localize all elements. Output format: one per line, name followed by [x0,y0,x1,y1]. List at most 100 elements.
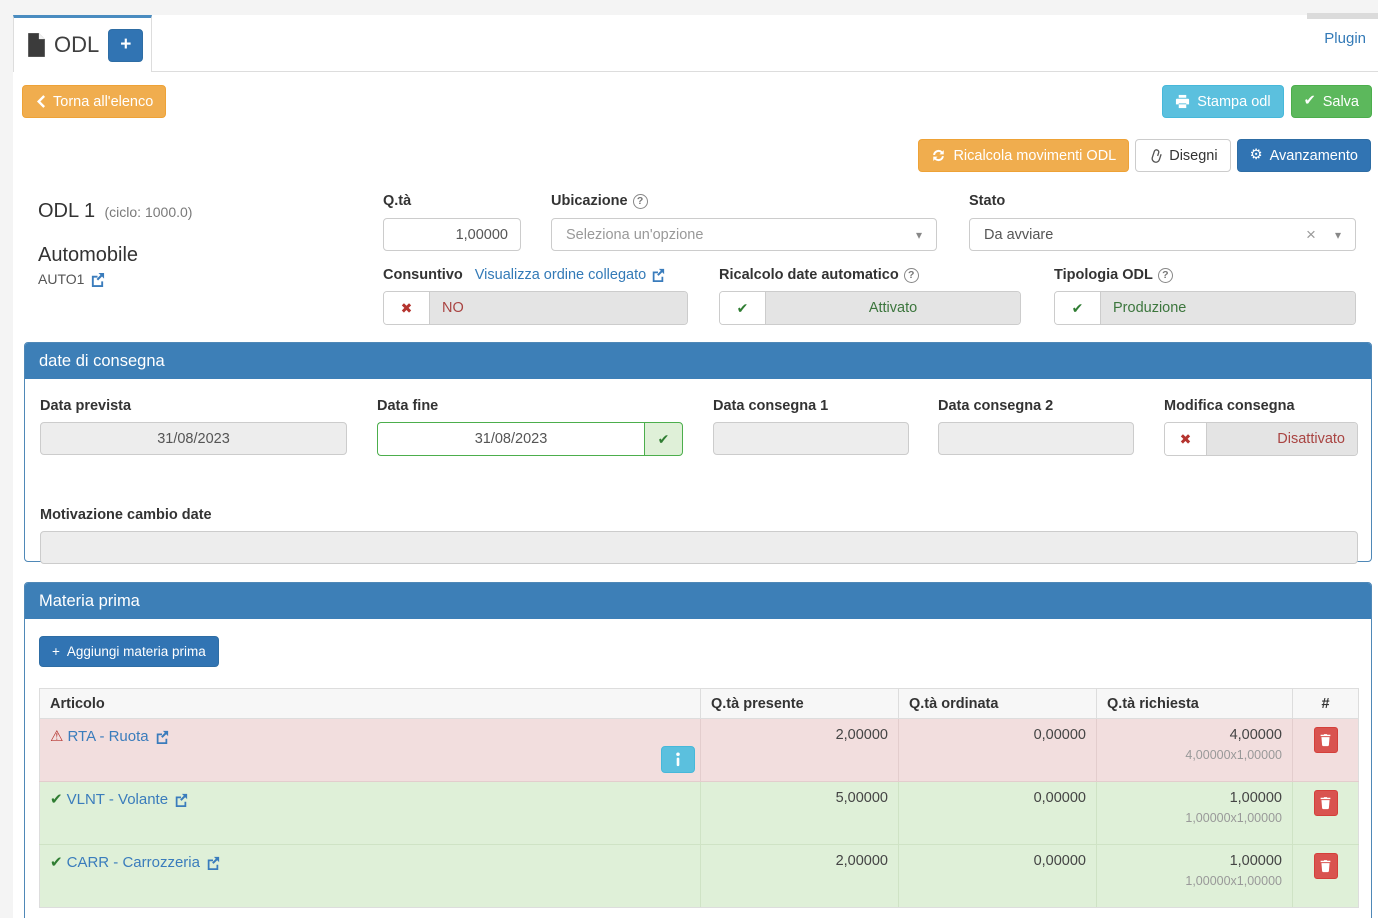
data-consegna1-label: Data consegna 1 [713,398,829,414]
motivazione-label: Motivazione cambio date [40,507,212,523]
material-article-cell: ⚠ RTA - Ruota [39,718,701,782]
data-fine-group: 31/08/2023 ✔ [377,422,683,456]
delivery-dates-panel-title: date di consegna [25,343,1371,379]
materials-column-header: Q.tà richiesta [1096,688,1293,719]
recalc-dates-toggle[interactable]: ✔ Attivato [719,291,1021,325]
check-icon: ✔ [1303,93,1316,110]
material-info-button[interactable] [661,746,695,773]
delivery-dates-panel: date di consegna Data prevista 31/08/202… [24,342,1372,564]
caret-down-icon: ▾ [915,227,922,242]
delete-material-button[interactable] [1313,853,1338,879]
material-qty-required-detail: 1,00000x1,00000 [1185,874,1282,888]
plus-icon: + [120,34,132,55]
odl-type-help-icon[interactable]: ? [1157,267,1173,283]
cross-icon: ✖ [1179,430,1192,447]
odl-type-label: Tipologia ODL ? [1054,267,1173,283]
toolbar-save-group: Stampa odl ✔ Salva [1162,85,1372,118]
material-qty-ordered: 0,00000 [898,718,1097,782]
status-select[interactable]: Da avviare × ▾ [969,218,1356,251]
data-prevista-label: Data prevista [40,398,132,414]
check-icon: ✔ [1071,299,1084,316]
consuntivo-label-row: Consuntivo Visualizza ordine collegato [383,267,665,283]
print-odl-button[interactable]: Stampa odl [1162,85,1284,118]
plus-icon: + [52,643,60,659]
materials-column-header: Q.tà ordinata [898,688,1097,719]
modifica-consegna-value: Disattivato [1207,423,1357,455]
plugin-link[interactable]: Plugin [1324,30,1366,47]
data-fine-input[interactable]: 31/08/2023 [377,422,644,456]
qty-input[interactable]: 1,00000 [383,218,521,251]
check-icon: ✔ [736,299,749,316]
data-consegna1-input[interactable] [713,422,909,455]
data-prevista-input[interactable]: 31/08/2023 [40,422,347,455]
materials-panel: Materia prima + Aggiungi materia prima A… [24,582,1372,918]
recalc-dates-label: Ricalcolo date automatico ? [719,267,919,283]
materials-column-header: Articolo [39,688,701,719]
data-consegna2-input[interactable] [938,422,1134,455]
product-code: AUTO1 [38,271,85,287]
recalc-dates-help-icon[interactable]: ? [903,267,919,283]
progress-button[interactable]: ⚙ Avanzamento [1236,139,1371,172]
paperclip-icon [1148,148,1162,163]
modifica-consegna-toggle[interactable]: ✖ Disattivato [1164,422,1358,456]
order-cycle: (ciclo: 1000.0) [104,204,193,220]
chevron-left-icon [35,94,46,109]
odl-type-toggle[interactable]: ✔ Produzione [1054,291,1356,325]
location-help-icon[interactable]: ? [632,193,648,209]
add-material-button[interactable]: + Aggiungi materia prima [39,636,219,667]
consuntivo-label: Consuntivo [383,267,463,283]
refresh-icon [931,148,946,163]
toolbar-actions-group: Ricalcola movimenti ODL Disegni ⚙ Avanza… [918,139,1371,172]
consuntivo-toggle[interactable]: ✖ NO [383,291,688,325]
material-qty-present: 5,00000 [700,781,899,845]
linked-order-link[interactable]: Visualizza ordine collegato [475,267,665,283]
article-link[interactable]: VLNT - Volante [67,791,188,808]
tab-bar-border [13,71,1378,72]
material-actions-cell [1292,781,1359,845]
tab-odl-label: ODL [54,32,100,57]
product-external-link[interactable] [90,272,105,287]
article-link[interactable]: RTA - Ruota [67,728,168,745]
clear-selection-icon[interactable]: × [1306,224,1316,244]
modifica-consegna-label: Modifica consegna [1164,398,1295,414]
product-code-row: AUTO1 [38,271,192,287]
material-row: ⚠ RTA - Ruota 2,00000 0,00000 4,00000 4,0000… [39,718,1359,782]
horizontal-scrollbar-thumb[interactable] [1307,13,1378,19]
check-icon: ✔ [657,430,670,447]
recalc-dates-value: Attivato [766,292,1020,324]
printer-icon [1175,94,1190,109]
material-article-cell: ✔ VLNT - Volante [39,781,701,845]
save-button[interactable]: ✔ Salva [1290,85,1372,118]
motivazione-input[interactable] [40,531,1358,564]
material-qty-ordered: 0,00000 [898,781,1097,845]
order-headline: ODL 1 (ciclo: 1000.0) Automobile AUTO1 [38,200,192,287]
material-article-cell: ✔ CARR - Carrozzeria [39,844,701,908]
back-to-list-button[interactable]: Torna all'elenco [22,85,167,118]
recalc-movements-button[interactable]: Ricalcola movimenti ODL [918,139,1130,172]
tab-odl[interactable]: ODL + [13,15,152,72]
material-qty-required-detail: 4,00000x1,00000 [1185,748,1282,762]
consuntivo-value: NO [430,292,687,324]
materials-column-header: # [1292,688,1359,719]
odl-type-value: Produzione [1101,292,1355,324]
location-select[interactable]: Seleziona un'opzione ▾ [551,218,937,251]
check-icon: ✔ [50,791,63,808]
status-label: Stato [969,193,1006,209]
article-link[interactable]: CARR - Carrozzeria [67,854,220,871]
data-fine-label: Data fine [377,398,439,414]
material-qty-present: 2,00000 [700,844,899,908]
material-qty-ordered: 0,00000 [898,844,1097,908]
material-actions-cell [1292,844,1359,908]
material-row: ✔ VLNT - Volante 5,00000 0,00000 1,00000 1,0… [39,781,1359,845]
material-qty-present: 2,00000 [700,718,899,782]
material-qty-required-detail: 1,00000x1,00000 [1185,811,1282,825]
delete-material-button[interactable] [1313,727,1338,753]
location-label: Ubicazione ? [551,193,648,209]
drawings-button[interactable]: Disegni [1135,139,1231,172]
materials-panel-title: Materia prima [25,583,1371,619]
add-tab-button[interactable]: + [108,28,144,62]
cross-icon: ✖ [400,299,413,316]
delete-material-button[interactable] [1313,790,1338,816]
gear-icon: ⚙ [1249,147,1263,164]
